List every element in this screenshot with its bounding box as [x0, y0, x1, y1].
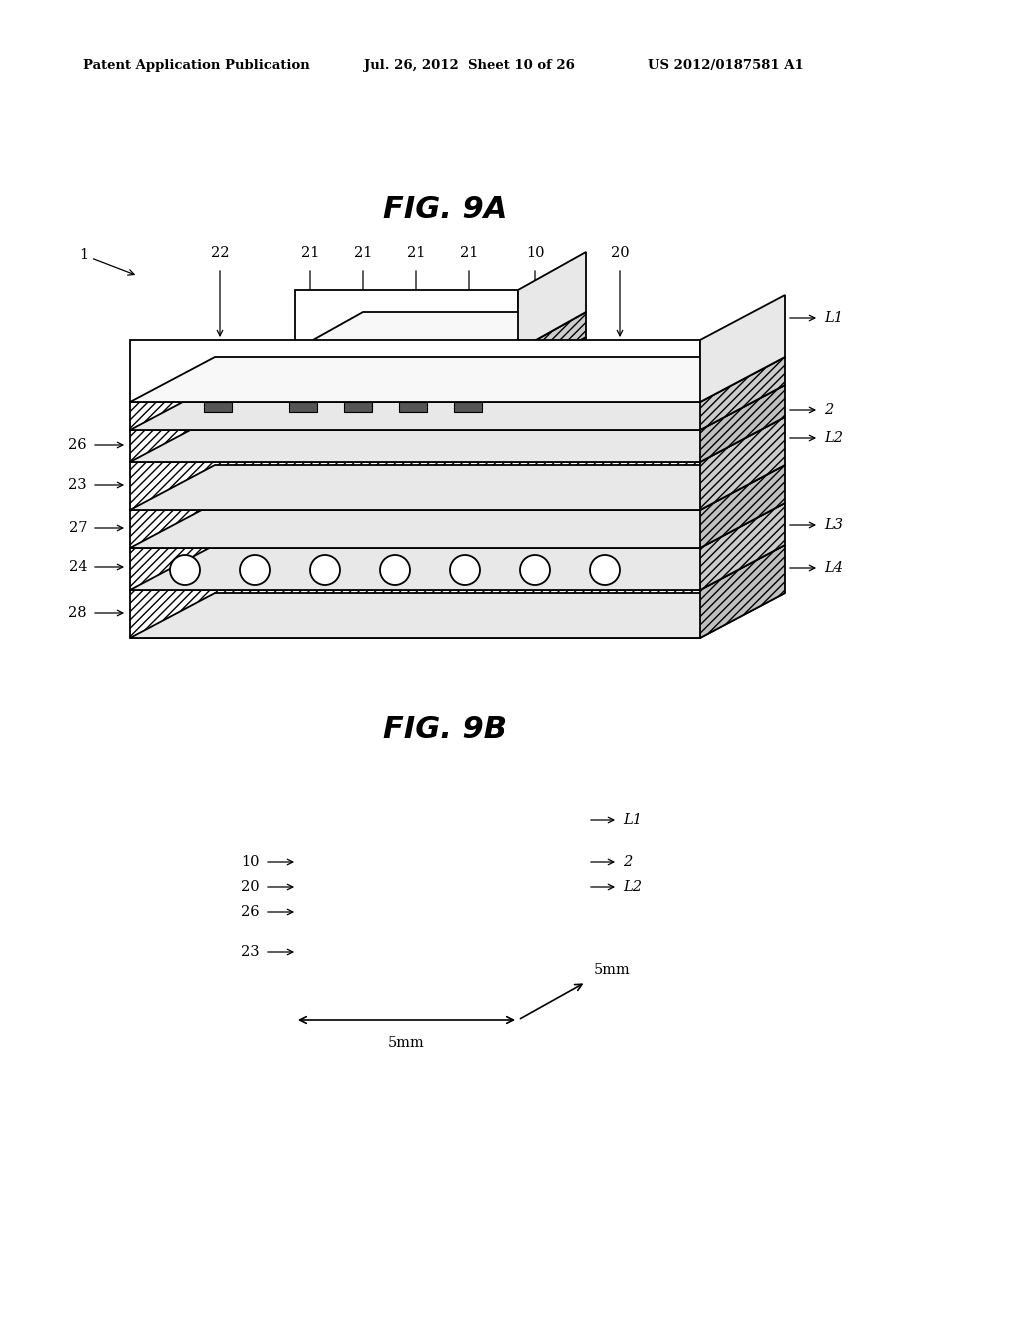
- Polygon shape: [295, 290, 518, 350]
- Polygon shape: [295, 392, 586, 430]
- Polygon shape: [518, 362, 586, 430]
- Polygon shape: [518, 392, 586, 480]
- Polygon shape: [295, 442, 586, 480]
- Polygon shape: [399, 403, 427, 412]
- Polygon shape: [130, 465, 785, 510]
- Text: L2: L2: [824, 432, 843, 445]
- Polygon shape: [130, 545, 785, 590]
- Text: L4: L4: [824, 561, 843, 576]
- Polygon shape: [130, 356, 785, 403]
- Text: 27: 27: [69, 521, 87, 535]
- Polygon shape: [130, 417, 785, 462]
- Circle shape: [380, 554, 410, 585]
- Polygon shape: [295, 312, 586, 350]
- Text: 10: 10: [242, 855, 260, 869]
- Polygon shape: [700, 545, 785, 638]
- Polygon shape: [454, 403, 482, 412]
- Text: 2: 2: [623, 855, 632, 869]
- Text: L2: L2: [623, 880, 642, 894]
- Text: 2: 2: [824, 403, 834, 417]
- Circle shape: [590, 554, 620, 585]
- Circle shape: [450, 554, 480, 585]
- Text: 21: 21: [460, 246, 478, 260]
- Text: 6: 6: [210, 591, 252, 634]
- Circle shape: [240, 554, 270, 585]
- Polygon shape: [130, 462, 700, 510]
- Polygon shape: [130, 403, 700, 430]
- Circle shape: [520, 554, 550, 585]
- Text: Jul. 26, 2012  Sheet 10 of 26: Jul. 26, 2012 Sheet 10 of 26: [364, 59, 574, 73]
- Polygon shape: [130, 593, 785, 638]
- Polygon shape: [295, 350, 518, 375]
- Polygon shape: [295, 362, 586, 400]
- Text: 21: 21: [301, 246, 319, 260]
- Polygon shape: [130, 341, 700, 403]
- Circle shape: [170, 554, 200, 585]
- Polygon shape: [204, 403, 232, 412]
- Polygon shape: [295, 375, 518, 400]
- Text: 22: 22: [211, 246, 229, 260]
- Text: 24: 24: [69, 560, 87, 574]
- Polygon shape: [700, 356, 785, 430]
- Text: 5mm: 5mm: [388, 1036, 425, 1049]
- Polygon shape: [130, 385, 785, 430]
- Text: US 2012/0187581 A1: US 2012/0187581 A1: [648, 59, 804, 73]
- Text: FIG. 9B: FIG. 9B: [383, 715, 507, 744]
- Text: 28: 28: [69, 606, 87, 620]
- Polygon shape: [518, 337, 586, 400]
- Polygon shape: [700, 385, 785, 462]
- Polygon shape: [518, 312, 586, 375]
- Text: L3: L3: [824, 517, 843, 532]
- Polygon shape: [700, 417, 785, 510]
- Polygon shape: [130, 590, 700, 638]
- Polygon shape: [130, 503, 785, 548]
- Polygon shape: [700, 503, 785, 590]
- Polygon shape: [700, 294, 785, 403]
- Text: Patent Application Publication: Patent Application Publication: [83, 59, 309, 73]
- Text: FIG. 9A: FIG. 9A: [383, 195, 507, 224]
- Text: 20: 20: [610, 246, 630, 260]
- Polygon shape: [700, 465, 785, 548]
- Text: 21: 21: [354, 246, 372, 260]
- Text: 1: 1: [79, 248, 134, 275]
- Text: 20: 20: [242, 880, 260, 894]
- Text: L1: L1: [623, 813, 642, 828]
- Polygon shape: [295, 400, 518, 430]
- Text: L1: L1: [824, 312, 843, 325]
- Polygon shape: [130, 548, 700, 590]
- Polygon shape: [295, 430, 518, 480]
- Text: 21: 21: [407, 246, 425, 260]
- Text: 26: 26: [242, 906, 260, 919]
- Polygon shape: [130, 510, 700, 548]
- Polygon shape: [518, 252, 586, 350]
- Polygon shape: [295, 337, 586, 375]
- Polygon shape: [130, 430, 700, 462]
- Circle shape: [310, 554, 340, 585]
- Text: 23: 23: [69, 478, 87, 492]
- Text: 5mm: 5mm: [594, 964, 631, 977]
- Text: 10: 10: [525, 246, 544, 260]
- Polygon shape: [289, 403, 317, 412]
- Text: 26: 26: [69, 438, 87, 451]
- Text: 23: 23: [242, 945, 260, 960]
- Polygon shape: [344, 403, 372, 412]
